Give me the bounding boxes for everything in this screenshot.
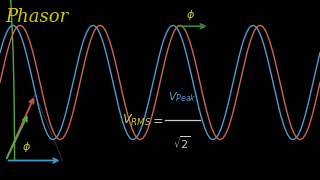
Text: $\sqrt{2}$: $\sqrt{2}$ <box>173 134 191 151</box>
Text: $=$: $=$ <box>150 114 164 127</box>
Text: $V_{Peak}$: $V_{Peak}$ <box>168 91 197 104</box>
Text: $V_{RMS}$: $V_{RMS}$ <box>122 112 151 128</box>
Text: $\phi$: $\phi$ <box>22 140 31 154</box>
Text: $\phi$: $\phi$ <box>186 8 195 21</box>
Text: Phasor: Phasor <box>5 8 68 26</box>
